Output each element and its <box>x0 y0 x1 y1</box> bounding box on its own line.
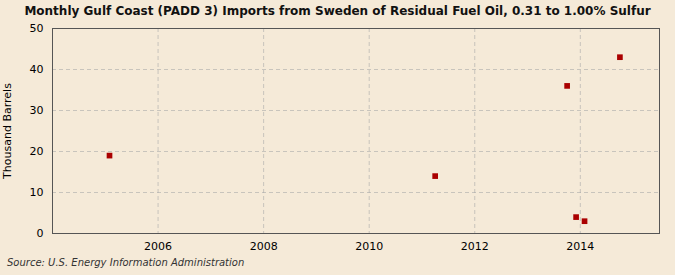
svg-text:20: 20 <box>30 145 44 158</box>
svg-text:40: 40 <box>30 63 44 76</box>
svg-text:10: 10 <box>30 186 44 199</box>
svg-text:2006: 2006 <box>144 240 172 253</box>
svg-text:2012: 2012 <box>461 240 489 253</box>
svg-text:30: 30 <box>30 104 44 117</box>
svg-text:2010: 2010 <box>355 240 383 253</box>
svg-text:50: 50 <box>30 22 44 35</box>
svg-text:2014: 2014 <box>566 240 594 253</box>
html-text:Monthly Gulf Coast (PADD 3) Im: Monthly Gulf Coast (PADD 3) Imports from… <box>24 4 651 18</box>
html-text:Source: U.S. Energy Informatio: Source: U.S. Energy Information Administ… <box>7 257 245 268</box>
svg-text:0: 0 <box>37 227 44 240</box>
svg-text:2008: 2008 <box>250 240 278 253</box>
svg-text:Thousand Barrels: Thousand Barrels <box>1 83 14 180</box>
